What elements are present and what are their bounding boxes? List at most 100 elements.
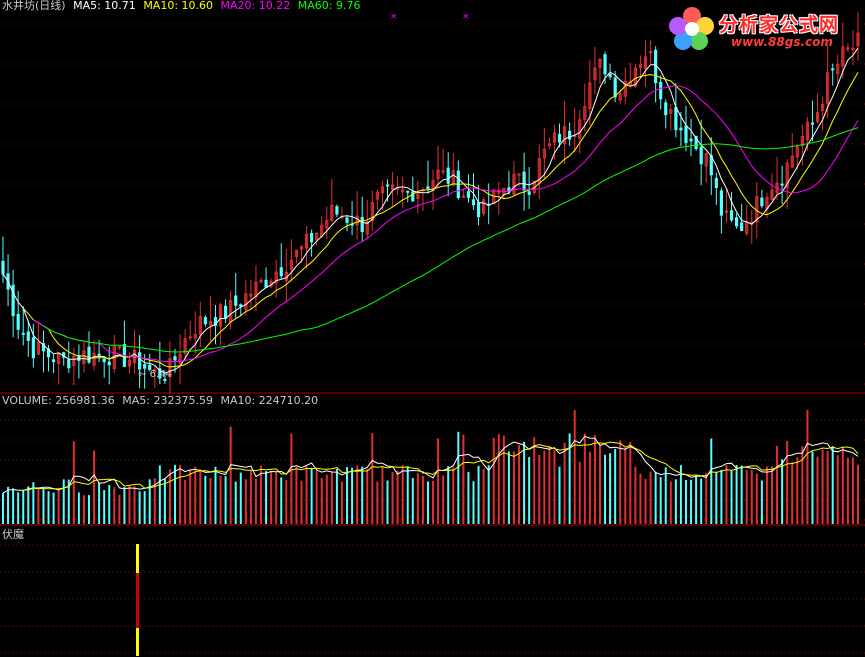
candle-body <box>137 352 142 370</box>
candle-body <box>325 219 329 229</box>
volume-bar <box>836 455 839 524</box>
candle-body <box>97 353 101 356</box>
volume-bar <box>841 446 844 524</box>
volume-bar <box>710 438 713 524</box>
volume-bar <box>260 465 263 524</box>
volume-bar <box>598 444 601 524</box>
indicator-name: 伏魔 <box>2 528 24 541</box>
candle-body <box>714 178 718 188</box>
signal-bar <box>136 573 139 628</box>
volume-bar <box>280 477 283 524</box>
candle-body <box>310 232 314 243</box>
candle-body <box>785 162 789 189</box>
volume-bar <box>381 465 384 524</box>
volume-bar <box>497 434 500 524</box>
volume-bar <box>411 478 414 524</box>
candle-body <box>780 183 784 186</box>
candle-body <box>613 77 617 98</box>
candle-body <box>841 46 845 67</box>
candle-body <box>143 364 147 369</box>
volume-bar <box>67 479 70 524</box>
volume-bar <box>740 465 743 524</box>
volume-bar <box>811 451 814 524</box>
candle-body <box>31 337 35 359</box>
volume-bar <box>174 464 177 524</box>
volume-bar <box>487 465 490 524</box>
candle-body <box>542 148 546 159</box>
volume-bar <box>639 473 642 524</box>
candle-body <box>719 190 724 216</box>
volume-bar <box>523 441 526 524</box>
volume-bar <box>42 488 45 524</box>
volume-bar <box>492 437 495 524</box>
volume-bar <box>386 480 389 524</box>
candle-body <box>41 343 46 352</box>
volume-bar <box>619 440 622 524</box>
volume-bar <box>654 471 657 524</box>
volume-bar <box>224 476 227 524</box>
candle-body <box>193 333 197 339</box>
volume-bar <box>690 479 693 524</box>
candle-body <box>699 146 703 165</box>
candle-body <box>527 191 531 195</box>
volume-bar <box>148 479 151 524</box>
candle-body <box>856 32 860 47</box>
volume-bar <box>609 453 612 524</box>
candle-body <box>522 171 526 191</box>
volume-bar <box>340 481 343 524</box>
volume-bar <box>467 471 470 524</box>
candle-body <box>158 368 162 379</box>
volume-bar <box>588 451 591 524</box>
candle-body <box>380 186 385 194</box>
volume-bar <box>614 449 617 524</box>
candle-body <box>360 216 364 232</box>
volume-bar <box>735 464 738 524</box>
volume-bar <box>533 437 536 524</box>
candle-body <box>21 332 25 335</box>
volume-bar <box>781 459 784 524</box>
site-logo: 分析家公式网 www.88gs.com <box>667 4 857 52</box>
volume-bar <box>315 468 318 524</box>
volume-bar <box>426 481 429 524</box>
volume-bar <box>725 465 728 524</box>
price-legend: 水井坊(日线) MA5: 10.71 MA10: 10.60 MA20: 10.… <box>2 0 364 12</box>
candle-body <box>208 321 213 326</box>
volume-bar <box>568 433 571 524</box>
volume-bar <box>705 472 708 524</box>
volume-bar <box>158 465 161 524</box>
volume-bar <box>189 470 192 524</box>
volume-bar <box>77 492 80 524</box>
volume-bar <box>507 451 510 524</box>
logo-url: www.88gs.com <box>731 35 833 49</box>
volume-bar <box>239 472 242 524</box>
candle-body <box>345 217 349 223</box>
candle-body <box>729 210 734 221</box>
volume-bar <box>477 465 480 524</box>
candle-body <box>72 355 76 366</box>
volume-bar <box>219 475 222 524</box>
volume-bar <box>138 491 141 524</box>
volume-bar <box>715 471 718 524</box>
volume-bar <box>482 468 485 524</box>
volume-bar <box>578 461 581 524</box>
ma5-price-label: MA5: 10.71 <box>73 0 136 12</box>
volume-bar <box>356 465 359 524</box>
volume-bar <box>275 471 278 524</box>
candle-body <box>304 233 309 249</box>
volume-bar <box>462 434 465 524</box>
candle-body <box>355 215 359 226</box>
volume-bar <box>270 471 273 524</box>
candle-body <box>603 54 607 75</box>
candle-body <box>213 317 218 326</box>
candle-body <box>330 204 334 221</box>
volume-bar <box>320 477 323 524</box>
volume-bar <box>512 451 515 524</box>
candle-body <box>239 304 243 307</box>
ma5-line <box>2 47 859 374</box>
volume-bar <box>244 479 247 524</box>
candle-body <box>689 138 693 142</box>
candle-body <box>704 153 708 167</box>
candle-body <box>562 126 567 145</box>
volume-bar <box>791 462 794 524</box>
